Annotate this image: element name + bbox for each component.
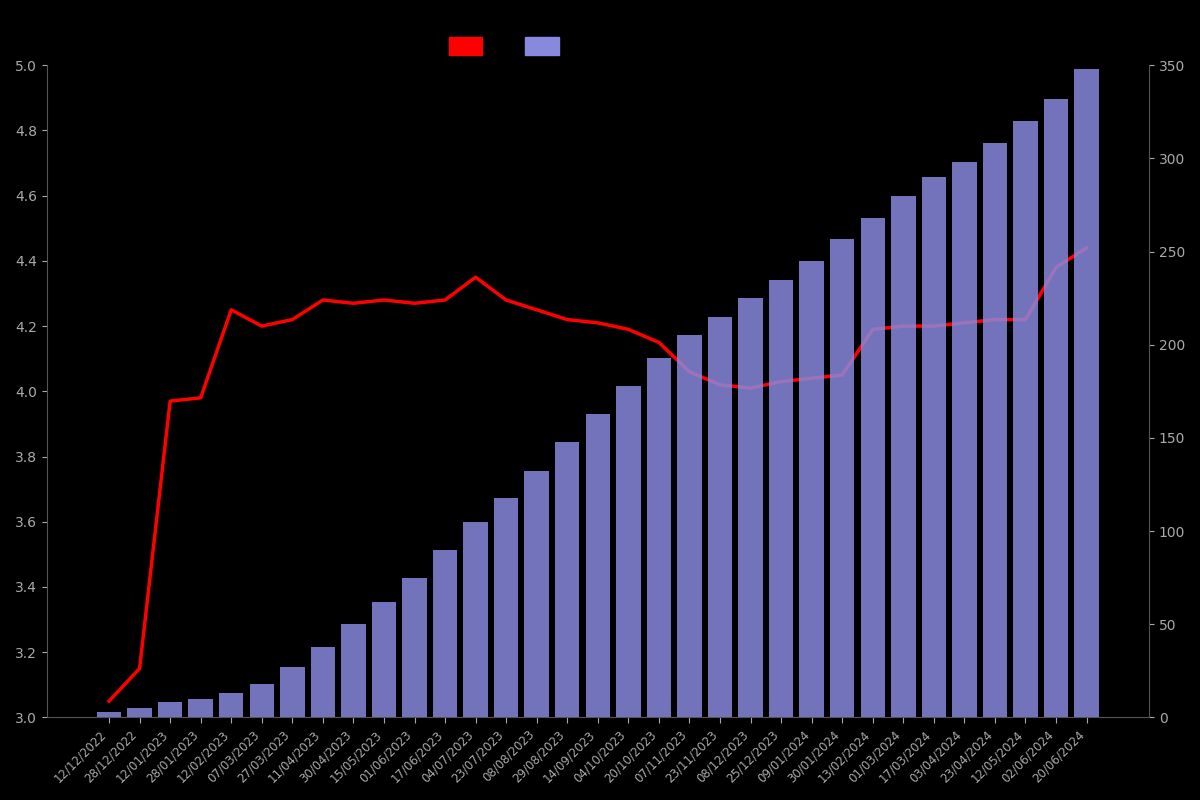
Bar (892, 196, 916, 718)
Bar (708, 317, 732, 718)
Bar (769, 279, 793, 718)
Legend: , : , (449, 37, 571, 54)
Bar (1044, 98, 1068, 718)
Bar (799, 261, 824, 718)
Bar (677, 335, 702, 718)
Bar (188, 698, 212, 718)
Bar (311, 646, 335, 718)
Bar (586, 414, 610, 718)
Bar (738, 298, 763, 718)
Bar (463, 522, 488, 718)
Bar (647, 358, 671, 718)
Bar (250, 684, 274, 718)
Bar (616, 386, 641, 718)
Bar (983, 143, 1007, 718)
Bar (97, 712, 121, 718)
Bar (372, 602, 396, 718)
Bar (1074, 69, 1099, 718)
Bar (433, 550, 457, 718)
Bar (556, 442, 580, 718)
Bar (922, 177, 946, 718)
Bar (220, 693, 244, 718)
Bar (524, 471, 548, 718)
Bar (494, 498, 518, 718)
Bar (860, 218, 884, 718)
Bar (1013, 121, 1038, 718)
Bar (127, 708, 152, 718)
Bar (952, 162, 977, 718)
Bar (280, 667, 305, 718)
Bar (830, 238, 854, 718)
Bar (402, 578, 427, 718)
Bar (158, 702, 182, 718)
Bar (341, 624, 366, 718)
